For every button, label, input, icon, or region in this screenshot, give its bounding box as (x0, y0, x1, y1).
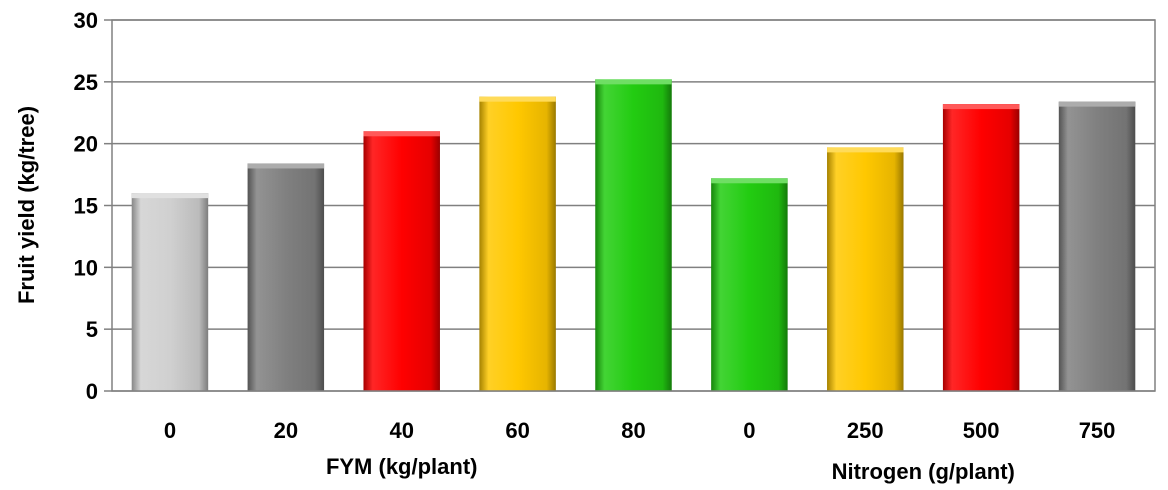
bar-top-1 (247, 163, 325, 169)
bar-top-6 (827, 147, 904, 153)
x-tick-label-6: 250 (847, 418, 884, 443)
y-tick-label-10: 10 (74, 255, 98, 280)
group-label-0: FYM (kg/plant) (326, 454, 478, 479)
group-label-1: Nitrogen (g/plant) (832, 459, 1015, 484)
bar-5 (711, 178, 788, 391)
x-tick-label-8: 750 (1079, 418, 1116, 443)
bar-3 (479, 96, 556, 391)
x-tick-labels: 0 20 40 60 80 0 250 500 750 (164, 418, 1116, 443)
bar-1 (247, 163, 325, 391)
bars (131, 79, 1136, 392)
bar-7 (942, 104, 1020, 392)
bar-8 (1058, 101, 1136, 392)
y-tick-label-0: 0 (86, 379, 98, 404)
x-tick-label-2: 40 (389, 418, 413, 443)
bar-top-0 (131, 193, 209, 199)
x-tick-label-4: 80 (621, 418, 645, 443)
x-tick-label-1: 20 (274, 418, 298, 443)
y-tick-label-15: 15 (74, 194, 98, 219)
x-tick-label-0: 0 (164, 418, 176, 443)
plot-frame (111, 19, 1156, 392)
bar-top-3 (479, 96, 556, 102)
y-tick-label-25: 25 (74, 70, 98, 95)
bar-6 (827, 147, 904, 391)
x-tick-label-5: 0 (743, 418, 755, 443)
x-tick-label-3: 60 (505, 418, 529, 443)
bar-top-5 (711, 178, 788, 184)
y-tick-labels: 0 5 10 15 20 25 30 (74, 8, 98, 404)
y-tick-label-5: 5 (86, 317, 98, 342)
x-group-labels: FYM (kg/plant) Nitrogen (g/plant) (326, 454, 1015, 484)
bar-top-7 (942, 104, 1020, 110)
bar-top-4 (595, 79, 672, 85)
y-tick-label-30: 30 (74, 8, 98, 33)
axes (104, 19, 1156, 392)
x-tick-label-7: 500 (963, 418, 1000, 443)
bar-0 (131, 193, 209, 391)
bar-top-2 (363, 131, 440, 137)
bar-4 (595, 79, 672, 392)
y-tick-label-20: 20 (74, 132, 98, 157)
y-axis-title: Fruit yield (kg/tree) (14, 106, 39, 304)
bar-top-8 (1058, 101, 1136, 107)
bar-2 (363, 131, 440, 392)
